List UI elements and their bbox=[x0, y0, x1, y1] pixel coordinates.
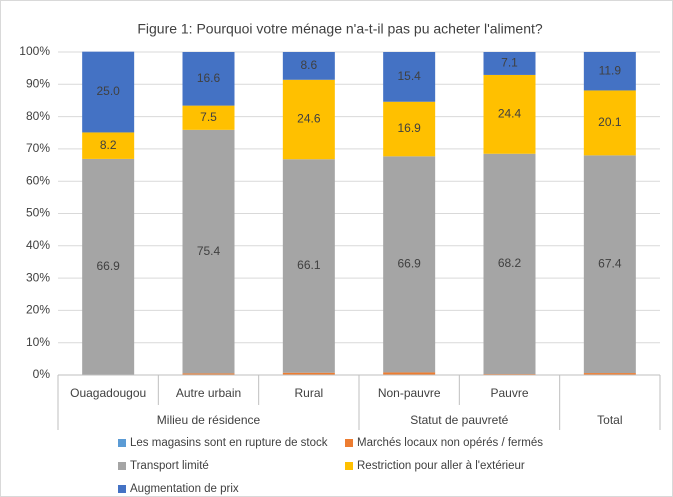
y-tick-label: 70% bbox=[26, 141, 50, 155]
group-label: Milieu de résidence bbox=[157, 413, 261, 427]
legend-swatch bbox=[118, 462, 126, 470]
x-tick-label: Ouagadougou bbox=[70, 386, 146, 400]
data-label: 16.6 bbox=[197, 71, 221, 85]
data-label: 66.1 bbox=[297, 258, 321, 272]
bar-segment bbox=[483, 52, 536, 75]
y-tick-label: 60% bbox=[26, 173, 50, 187]
legend-swatch bbox=[345, 462, 353, 470]
bar-segment bbox=[383, 101, 436, 157]
legend-label: Restriction pour aller à l'extérieur bbox=[357, 460, 525, 472]
data-label: 7.1 bbox=[501, 56, 518, 70]
bar-segment bbox=[182, 105, 235, 130]
bar-segment bbox=[583, 373, 636, 375]
bar-segment bbox=[82, 158, 135, 375]
group-label: Total bbox=[597, 413, 622, 427]
y-tick-label: 80% bbox=[26, 109, 50, 123]
y-tick-label: 30% bbox=[26, 270, 50, 284]
y-tick-label: 100% bbox=[19, 44, 50, 58]
y-tick-label: 10% bbox=[26, 335, 50, 349]
data-label: 75.4 bbox=[197, 244, 221, 258]
data-label: 11.9 bbox=[599, 63, 622, 77]
y-tick-label: 20% bbox=[26, 303, 50, 317]
bar-segment bbox=[182, 52, 235, 106]
bar-segment bbox=[483, 153, 536, 375]
bar-segment bbox=[383, 52, 436, 102]
legend-swatch bbox=[118, 485, 126, 493]
bar-segment bbox=[82, 51, 135, 133]
x-tick-label: Non-pauvre bbox=[378, 386, 441, 400]
data-label: 20.1 bbox=[598, 115, 622, 129]
y-tick-label: 0% bbox=[33, 367, 51, 381]
data-label: 66.9 bbox=[397, 257, 421, 271]
bar-segment bbox=[583, 90, 636, 156]
x-tick-label: Pauvre bbox=[490, 386, 528, 400]
data-label: 68.2 bbox=[498, 256, 522, 270]
data-label: 24.4 bbox=[498, 107, 522, 121]
bar-segment bbox=[82, 132, 135, 159]
legend-swatch bbox=[345, 439, 353, 447]
bar-segment bbox=[182, 129, 235, 374]
data-label: 8.6 bbox=[300, 58, 317, 72]
bar-segment bbox=[483, 74, 536, 154]
bar-segment bbox=[282, 372, 335, 375]
bar-segment bbox=[182, 373, 235, 375]
bar-segment bbox=[383, 372, 436, 375]
bar-segment bbox=[583, 52, 636, 91]
legend-swatch bbox=[118, 439, 126, 447]
legend-label: Marchés locaux non opérés / fermés bbox=[357, 437, 543, 449]
legend-label: Augmentation de prix bbox=[130, 483, 239, 495]
legend-label: Transport limité bbox=[130, 460, 209, 472]
y-tick-label: 90% bbox=[26, 76, 50, 90]
data-label: 24.6 bbox=[297, 112, 321, 126]
legend-label: Les magasins sont en rupture de stock bbox=[130, 437, 328, 449]
data-label: 15.4 bbox=[397, 69, 421, 83]
data-label: 7.5 bbox=[200, 110, 217, 124]
chart-title: Figure 1: Pourquoi votre ménage n'a-t-il… bbox=[137, 21, 543, 37]
bar-segment bbox=[282, 52, 335, 80]
bar-segment bbox=[282, 159, 335, 373]
bar-segment bbox=[383, 156, 436, 373]
bar-segment bbox=[282, 79, 335, 160]
x-tick-label: Rural bbox=[294, 386, 323, 400]
data-label: 16.9 bbox=[397, 121, 421, 135]
data-label: 8.2 bbox=[100, 138, 117, 152]
y-tick-label: 50% bbox=[26, 206, 50, 220]
data-label: 67.4 bbox=[598, 256, 622, 270]
data-label: 66.9 bbox=[96, 259, 120, 273]
y-tick-label: 40% bbox=[26, 238, 50, 252]
x-tick-label: Autre urbain bbox=[176, 386, 241, 400]
bar-segment bbox=[583, 155, 636, 374]
group-label: Statut de pauvreté bbox=[410, 413, 508, 427]
data-label: 25.0 bbox=[96, 84, 120, 98]
